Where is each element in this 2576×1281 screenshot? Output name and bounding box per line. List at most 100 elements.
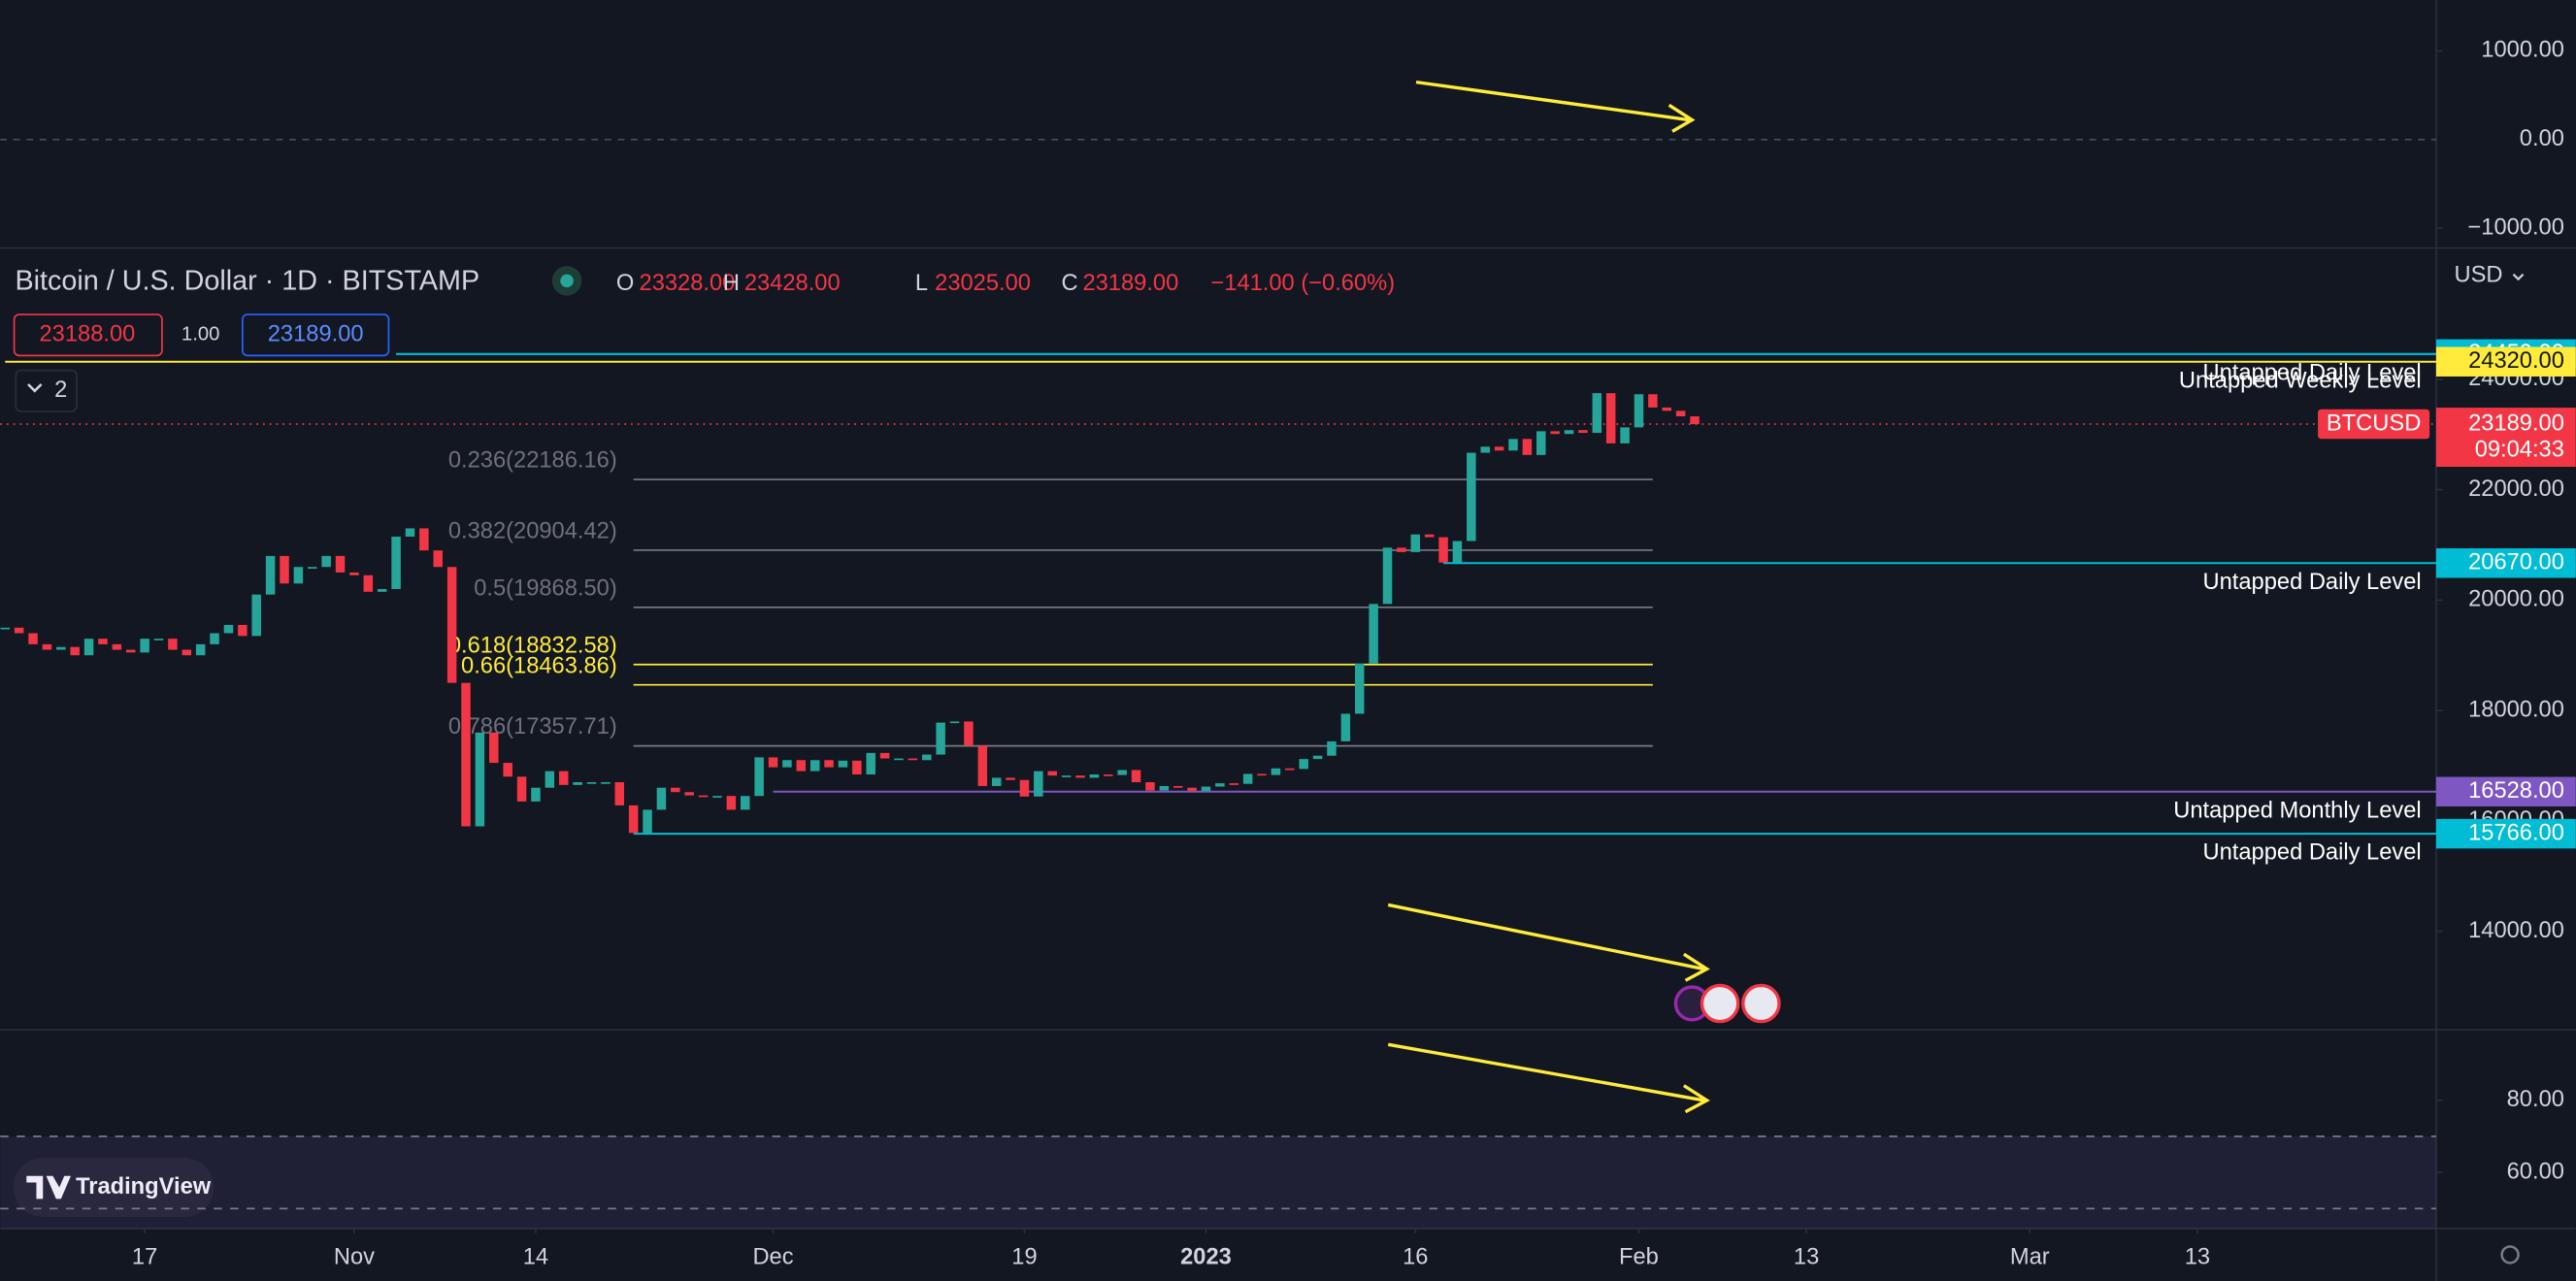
candle bbox=[42, 643, 52, 650]
candle bbox=[475, 732, 485, 827]
high-label: H bbox=[723, 271, 740, 296]
candle bbox=[573, 781, 582, 785]
level-label: Untapped Weekly Level bbox=[2179, 368, 2422, 393]
candle bbox=[964, 721, 974, 746]
candle bbox=[977, 745, 988, 786]
trend-arrow bbox=[1387, 903, 1710, 982]
fib-label: 0.618(18832.58) bbox=[448, 633, 617, 658]
y-tick-label: 14000.00 bbox=[2468, 918, 2564, 943]
candle bbox=[1690, 416, 1700, 425]
candle bbox=[1145, 781, 1155, 791]
candle bbox=[991, 777, 1002, 786]
event-icon[interactable] bbox=[1700, 983, 1740, 1024]
candle bbox=[1620, 427, 1630, 443]
candle bbox=[824, 760, 834, 768]
candle bbox=[1257, 773, 1267, 776]
y-tick-label: 60.00 bbox=[2507, 1159, 2564, 1184]
level-price-tag bbox=[2435, 548, 2576, 578]
settings-icon[interactable] bbox=[2500, 1245, 2520, 1265]
symbol-label: BTCUSD bbox=[2327, 411, 2421, 436]
candle bbox=[894, 758, 904, 761]
candle bbox=[1592, 393, 1602, 434]
candle bbox=[14, 627, 24, 634]
candle bbox=[210, 633, 219, 644]
close-label: C bbox=[1061, 271, 1077, 296]
candle bbox=[726, 796, 737, 810]
candle bbox=[908, 758, 918, 761]
x-tick-label: 2023 bbox=[1180, 1245, 1232, 1270]
candle bbox=[656, 787, 667, 810]
candle bbox=[349, 572, 359, 575]
candle bbox=[140, 639, 149, 653]
level-price-label: 16528.00 bbox=[2468, 778, 2564, 804]
candle bbox=[1104, 774, 1113, 776]
rsi-band bbox=[0, 1136, 2436, 1229]
candle bbox=[405, 528, 415, 537]
fib-label: 0.66(18463.86) bbox=[461, 653, 617, 678]
candle bbox=[1299, 759, 1308, 770]
candle bbox=[1675, 411, 1686, 417]
indicators-count[interactable]: 2 bbox=[54, 378, 67, 403]
candle bbox=[1019, 779, 1030, 797]
candle bbox=[223, 624, 234, 634]
candle bbox=[433, 550, 443, 568]
candle bbox=[741, 796, 750, 810]
candle bbox=[1397, 547, 1406, 552]
last-price-tag bbox=[2435, 408, 2576, 468]
brand-logo bbox=[26, 1175, 71, 1199]
y-tick-label: 18000.00 bbox=[2468, 697, 2564, 722]
candle bbox=[0, 627, 11, 630]
brand-badge[interactable] bbox=[13, 1158, 215, 1217]
event-icon[interactable] bbox=[1741, 983, 1781, 1024]
candle bbox=[1047, 771, 1057, 776]
candle bbox=[1536, 431, 1546, 455]
sell-price[interactable]: 23188.00 bbox=[40, 321, 136, 346]
candle bbox=[126, 649, 136, 653]
close-value: 23189.00 bbox=[1082, 271, 1178, 296]
candle bbox=[1494, 446, 1504, 451]
candle bbox=[1117, 770, 1127, 775]
candle bbox=[1172, 785, 1183, 788]
candle bbox=[265, 555, 276, 595]
candle bbox=[280, 555, 289, 584]
candle bbox=[936, 722, 945, 755]
candle bbox=[1382, 547, 1393, 605]
candle bbox=[838, 760, 848, 768]
candle bbox=[1662, 407, 1671, 411]
candle bbox=[335, 555, 346, 573]
candle bbox=[238, 624, 248, 637]
level-price-label: 24320.00 bbox=[2468, 348, 2564, 374]
level-price-label: 20670.00 bbox=[2468, 550, 2564, 575]
last-price-label: 23189.00 bbox=[2468, 411, 2564, 436]
x-tick-label: Dec bbox=[752, 1245, 793, 1270]
indicators-toggle[interactable] bbox=[15, 369, 78, 412]
x-tick-label: 13 bbox=[1794, 1245, 1819, 1270]
candle bbox=[98, 639, 108, 644]
candle bbox=[83, 639, 94, 656]
x-tick-label: 13 bbox=[2185, 1245, 2210, 1270]
candle bbox=[922, 754, 932, 761]
fib-label: 0.236(22186.16) bbox=[448, 448, 617, 474]
candle bbox=[866, 752, 875, 775]
candle bbox=[1229, 783, 1238, 785]
buy-price[interactable]: 23189.00 bbox=[268, 321, 364, 346]
change-value: −141.00 (−0.60%) bbox=[1210, 271, 1395, 296]
candle bbox=[168, 639, 178, 650]
level-price-tag bbox=[2435, 346, 2576, 377]
level-price-tag bbox=[2435, 776, 2576, 807]
candle bbox=[1340, 713, 1351, 741]
sell-button[interactable] bbox=[13, 313, 163, 357]
candle bbox=[545, 771, 555, 788]
candle bbox=[852, 760, 862, 775]
candle bbox=[377, 588, 387, 592]
buy-button[interactable] bbox=[242, 313, 390, 357]
candle bbox=[949, 721, 960, 724]
candle bbox=[516, 776, 527, 802]
candle bbox=[1061, 775, 1072, 777]
currency-selector[interactable]: USD bbox=[2455, 263, 2503, 288]
candle bbox=[153, 639, 164, 640]
candle bbox=[1648, 394, 1658, 408]
candle bbox=[1159, 785, 1170, 791]
candle bbox=[56, 646, 66, 650]
